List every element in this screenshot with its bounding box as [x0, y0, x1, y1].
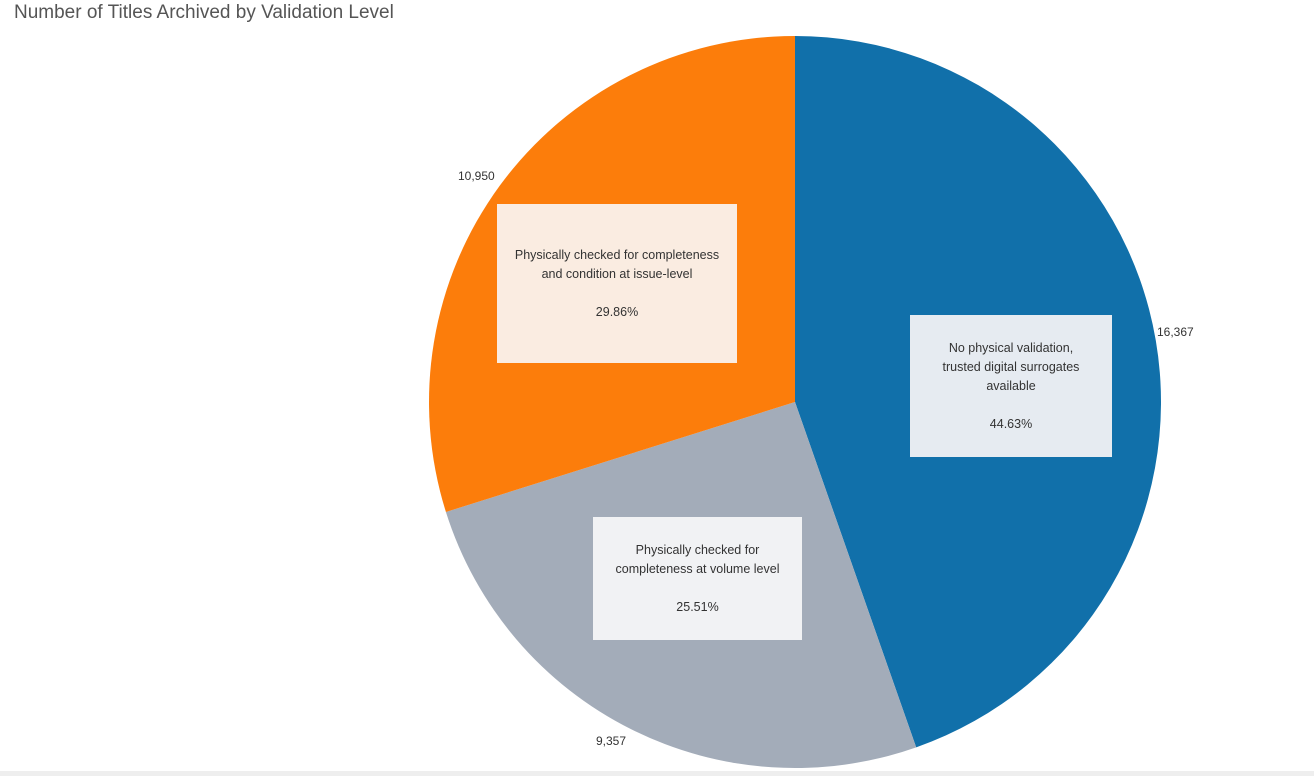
slice-category-label: and condition at issue-level — [541, 266, 693, 281]
slice-category-label: No physical validation, — [948, 340, 1074, 355]
slice-category-label: trusted digital surrogates — [942, 359, 1080, 374]
slice-category-label: completeness at volume level — [615, 561, 780, 576]
slice-value-label: 9,357 — [596, 734, 626, 748]
slice-category-label: Physically checked for completeness — [514, 247, 720, 262]
slice-value-label: 10,950 — [458, 169, 495, 183]
slice-category-label: available — [986, 378, 1036, 393]
slice-label-box: Physically checked for completeness at vo… — [593, 517, 802, 640]
slice-percent-label: 44.63% — [989, 416, 1033, 431]
slice-percent-label: 25.51% — [676, 599, 719, 614]
slice-value-label: 16,367 — [1157, 325, 1194, 339]
slice-label-box: No physical validation, trusted digital s… — [910, 315, 1112, 457]
chart-title: Number of Titles Archived by Validation … — [14, 2, 394, 23]
slice-percent-label: 29.86% — [595, 304, 639, 319]
slice-label-box: Physically checked for completeness and c… — [497, 204, 737, 363]
bottom-scrollbar[interactable] — [0, 771, 1314, 776]
slice-category-label: Physically checked for — [635, 542, 760, 557]
